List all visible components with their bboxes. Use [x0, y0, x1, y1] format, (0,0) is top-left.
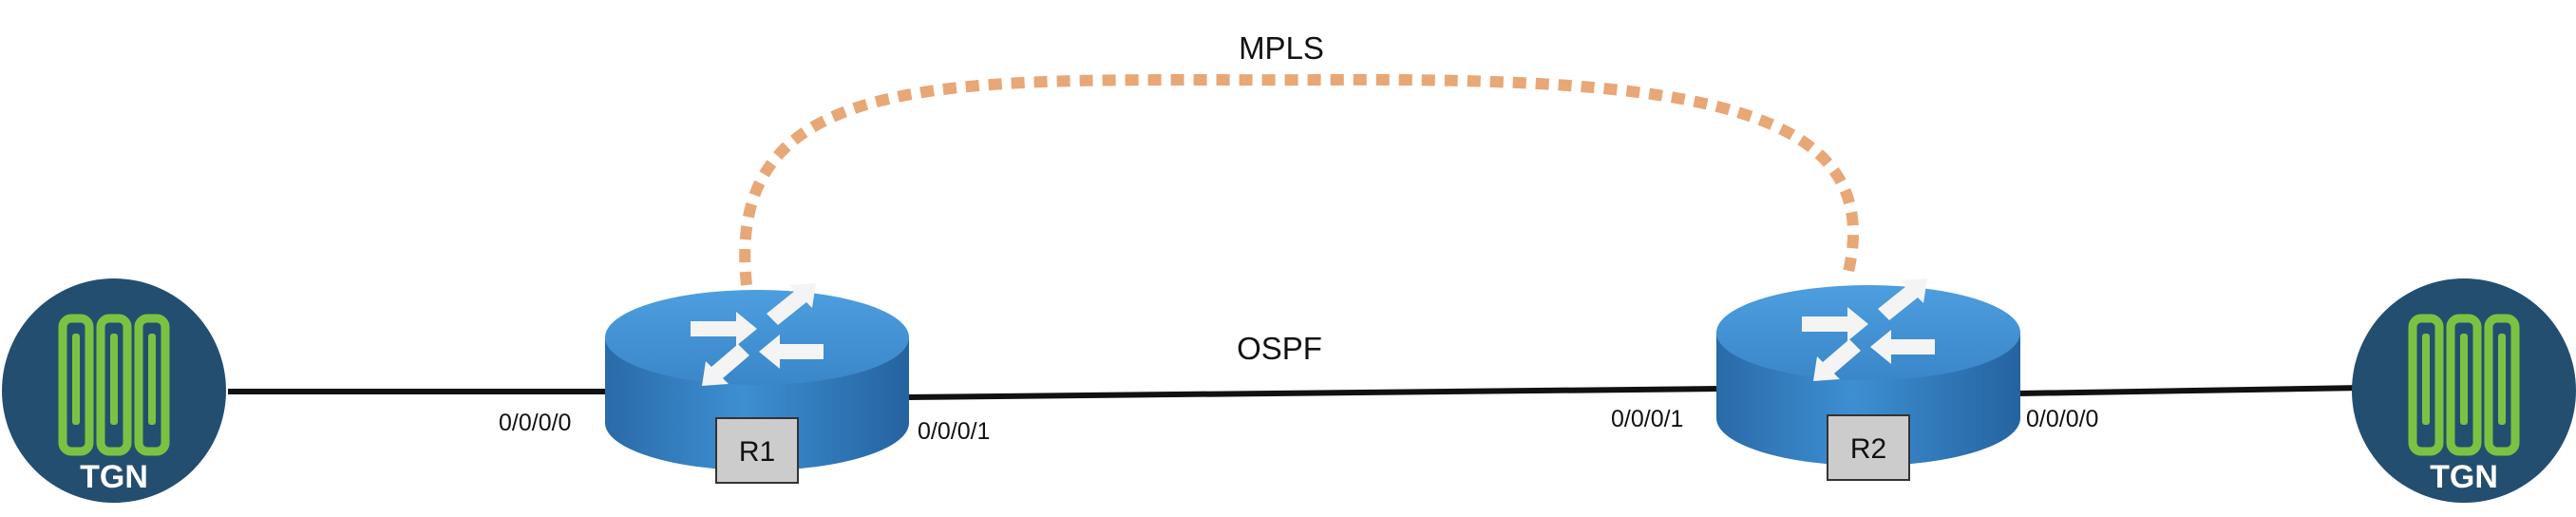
ospf-label: OSPF	[1237, 331, 1322, 366]
r2-label-box	[1827, 414, 1910, 481]
mpls-label: MPLS	[1239, 30, 1324, 66]
link-r2-tgn-right	[2017, 385, 2364, 396]
r1-interface-left-label: 0/0/0/0	[499, 410, 571, 436]
r2-interface-left-label: 0/0/0/1	[1611, 406, 1683, 432]
traffic-generator-icon	[58, 314, 170, 456]
traffic-generator-icon	[2408, 314, 2520, 456]
tgn-left-label: TGN	[80, 459, 148, 495]
r1-interface-right-label: 0/0/0/1	[918, 418, 990, 445]
r2-interface-right-label: 0/0/0/0	[2026, 406, 2098, 432]
r2-label: R2	[1850, 433, 1886, 465]
mpls-path	[739, 73, 1859, 286]
r1-label-box	[715, 417, 799, 484]
tgn-right[interactable]: TGN	[2352, 278, 2576, 503]
link-r1-r2-ospf	[906, 386, 1722, 400]
r1-label: R1	[739, 436, 775, 468]
router-r1[interactable]: R1	[605, 283, 909, 484]
tgn-left[interactable]: TGN	[2, 278, 226, 503]
router-icon	[1716, 278, 2020, 466]
router-r2[interactable]: R2	[1716, 278, 2020, 481]
tgn-right-label: TGN	[2430, 459, 2498, 495]
router-icon	[605, 283, 909, 470]
